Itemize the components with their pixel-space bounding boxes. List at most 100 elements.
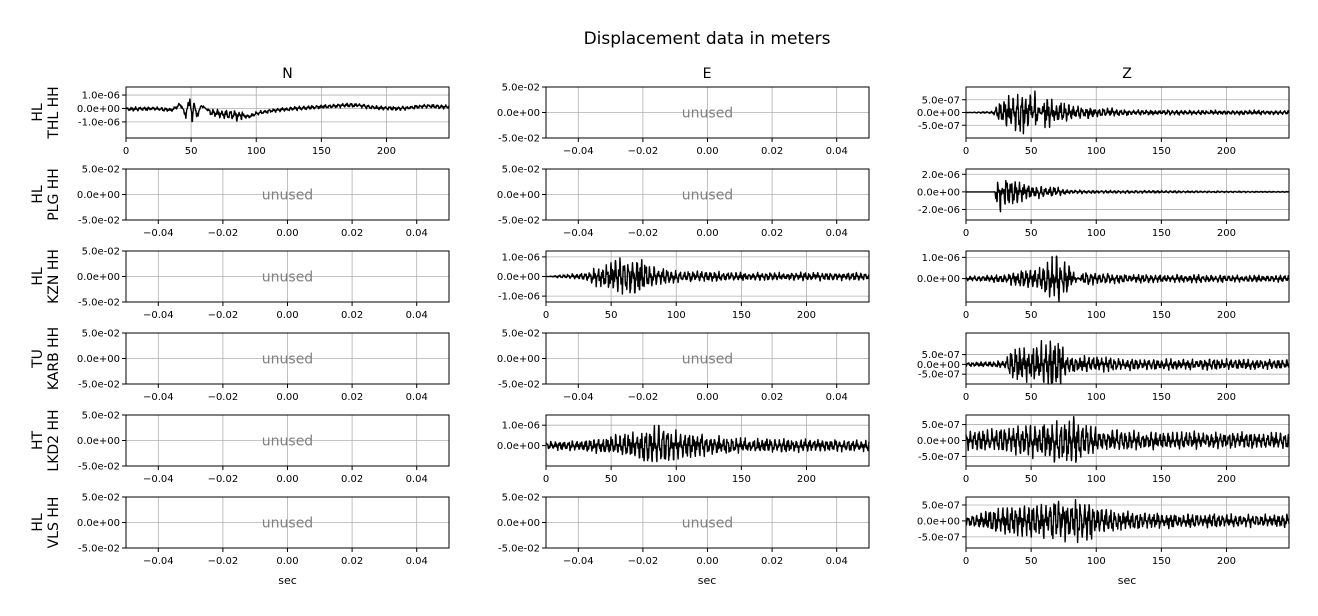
y-tick-label: 0.0e+00 bbox=[497, 190, 540, 201]
x-tick-label: 50 bbox=[1025, 474, 1038, 485]
y-tick-label: 1.0e-06 bbox=[502, 421, 540, 432]
x-tick-label: 0.04 bbox=[406, 474, 428, 485]
x-tick-label: 0.00 bbox=[696, 228, 718, 239]
x-tick-label: 0.04 bbox=[406, 392, 428, 403]
x-tick-label: 50 bbox=[1025, 392, 1038, 403]
y-tick-label: 5.0e-02 bbox=[82, 329, 120, 340]
row-station-label: LKD2 HH bbox=[46, 409, 62, 471]
x-tick-label: 0.04 bbox=[826, 556, 848, 567]
row-label-1: HL PLG HH bbox=[30, 168, 62, 221]
panel-r2-c0: unused −0.04 −0.02 0.00 0.02 0.04 5.0e-02 0.0e+… bbox=[77, 247, 450, 321]
x-tick-label: 100 bbox=[1087, 392, 1106, 403]
panel-r4-c1: 0 50 100 150 200 1.0e-06 0.0e+00 bbox=[497, 414, 870, 485]
unused-label: unused bbox=[262, 188, 313, 204]
x-tick-label: 50 bbox=[1025, 310, 1038, 321]
x-tick-label: 100 bbox=[247, 146, 266, 157]
y-tick-label: 0.0e+00 bbox=[497, 108, 540, 119]
trace-line bbox=[125, 98, 450, 123]
x-tick-label: 0.00 bbox=[276, 556, 298, 567]
x-tick-label: 0 bbox=[963, 392, 969, 403]
x-tick-label: 100 bbox=[667, 474, 686, 485]
unused-label: unused bbox=[262, 516, 313, 532]
y-tick-label: 0.0e+00 bbox=[917, 187, 960, 198]
x-tick-label: −0.04 bbox=[143, 474, 174, 485]
x-tick-label: 0.00 bbox=[696, 392, 718, 403]
y-tick-label: -5.0e-02 bbox=[78, 544, 120, 555]
panel-r5-c1: unused −0.04 −0.02 0.00 0.02 0.04 5.0e-02 0.0e+… bbox=[497, 493, 870, 567]
panel-r3-c1: unused −0.04 −0.02 0.00 0.02 0.04 5.0e-02 0.0e+… bbox=[497, 329, 870, 403]
y-tick-label: -5.0e-02 bbox=[498, 380, 540, 391]
x-tick-label: −0.04 bbox=[143, 310, 174, 321]
y-tick-label: -5.0e-02 bbox=[498, 134, 540, 145]
x-tick-label: −0.02 bbox=[208, 556, 239, 567]
x-tick-label: −0.02 bbox=[628, 392, 659, 403]
x-tick-label: 0.04 bbox=[826, 228, 848, 239]
x-tick-label: −0.04 bbox=[143, 556, 174, 567]
x-tick-label: −0.02 bbox=[208, 392, 239, 403]
row-network-label: HL bbox=[30, 513, 46, 532]
y-tick-label: -1.0e-06 bbox=[78, 117, 120, 128]
x-tick-label: 0.02 bbox=[341, 228, 363, 239]
y-tick-label: 5.0e-02 bbox=[82, 411, 120, 422]
x-tick-label: 150 bbox=[1152, 310, 1171, 321]
x-axis-label-z: sec bbox=[1118, 574, 1137, 587]
x-tick-label: −0.02 bbox=[208, 474, 239, 485]
trace-line bbox=[965, 499, 1290, 544]
row-station-label: VLS HH bbox=[46, 497, 62, 549]
y-tick-label: -5.0e-02 bbox=[498, 216, 540, 227]
y-tick-label: -5.0e-07 bbox=[918, 370, 960, 381]
x-tick-label: 0 bbox=[963, 146, 969, 157]
figure-title: Displacement data in meters bbox=[584, 29, 831, 49]
x-tick-label: 0.00 bbox=[696, 556, 718, 567]
y-tick-label: -2.0e-06 bbox=[918, 205, 960, 216]
x-tick-label: 0 bbox=[543, 474, 549, 485]
column-title-z: Z bbox=[1122, 66, 1132, 82]
y-tick-label: -5.0e-07 bbox=[918, 532, 960, 543]
x-tick-label: 0.04 bbox=[826, 146, 848, 157]
x-tick-label: 0.02 bbox=[761, 556, 783, 567]
unused-label: unused bbox=[682, 106, 733, 122]
y-tick-label: 0.0e+00 bbox=[917, 436, 960, 447]
y-tick-label: 5.0e-02 bbox=[502, 493, 540, 504]
x-tick-label: 150 bbox=[732, 310, 751, 321]
y-tick-label: -5.0e-02 bbox=[78, 216, 120, 227]
y-tick-label: 0.0e+00 bbox=[917, 516, 960, 527]
y-tick-label: 5.0e-07 bbox=[922, 500, 960, 511]
y-tick-label: 0.0e+00 bbox=[497, 518, 540, 529]
x-tick-label: 0 bbox=[963, 310, 969, 321]
x-tick-label: 200 bbox=[1217, 146, 1236, 157]
x-tick-label: 0.02 bbox=[341, 310, 363, 321]
panel-grid: 0 50 100 150 200 1.0e-06 0.0e+00 -1.0e-06 unused… bbox=[77, 83, 1290, 567]
y-tick-label: 0.0e+00 bbox=[77, 354, 120, 365]
x-tick-label: 100 bbox=[1087, 228, 1106, 239]
x-tick-label: −0.04 bbox=[563, 146, 594, 157]
row-station-label: THL HH bbox=[46, 86, 62, 139]
x-tick-label: −0.02 bbox=[208, 228, 239, 239]
x-tick-label: 50 bbox=[1025, 228, 1038, 239]
trace-line bbox=[545, 424, 870, 463]
trace-line bbox=[965, 340, 1290, 385]
y-tick-label: 5.0e-02 bbox=[82, 493, 120, 504]
y-tick-label: -5.0e-02 bbox=[78, 298, 120, 309]
x-tick-label: 200 bbox=[1217, 310, 1236, 321]
panel-r3-c2: 0 50 100 150 200 5.0e-070.0e+00-5.0e-07 bbox=[917, 332, 1290, 403]
x-tick-label: 50 bbox=[605, 474, 618, 485]
x-tick-label: 200 bbox=[797, 474, 816, 485]
y-tick-label: -5.0e-02 bbox=[78, 462, 120, 473]
panel-frame bbox=[965, 250, 1290, 303]
row-label-2: HL KZN HH bbox=[30, 249, 62, 304]
x-tick-label: −0.02 bbox=[628, 556, 659, 567]
trace-line bbox=[965, 179, 1290, 213]
column-title-n: N bbox=[282, 66, 292, 82]
column-title-e: E bbox=[703, 66, 712, 82]
x-tick-label: 0.04 bbox=[406, 228, 428, 239]
panel-frame bbox=[965, 496, 1290, 549]
row-label-3: TU KARB HH bbox=[30, 327, 62, 390]
y-tick-label: -5.0e-07 bbox=[918, 121, 960, 132]
y-tick-label: 1.0e-06 bbox=[922, 253, 960, 264]
x-tick-label: 0.00 bbox=[276, 474, 298, 485]
y-tick-label: 0.0e+00 bbox=[497, 272, 540, 283]
trace-line bbox=[965, 255, 1290, 303]
